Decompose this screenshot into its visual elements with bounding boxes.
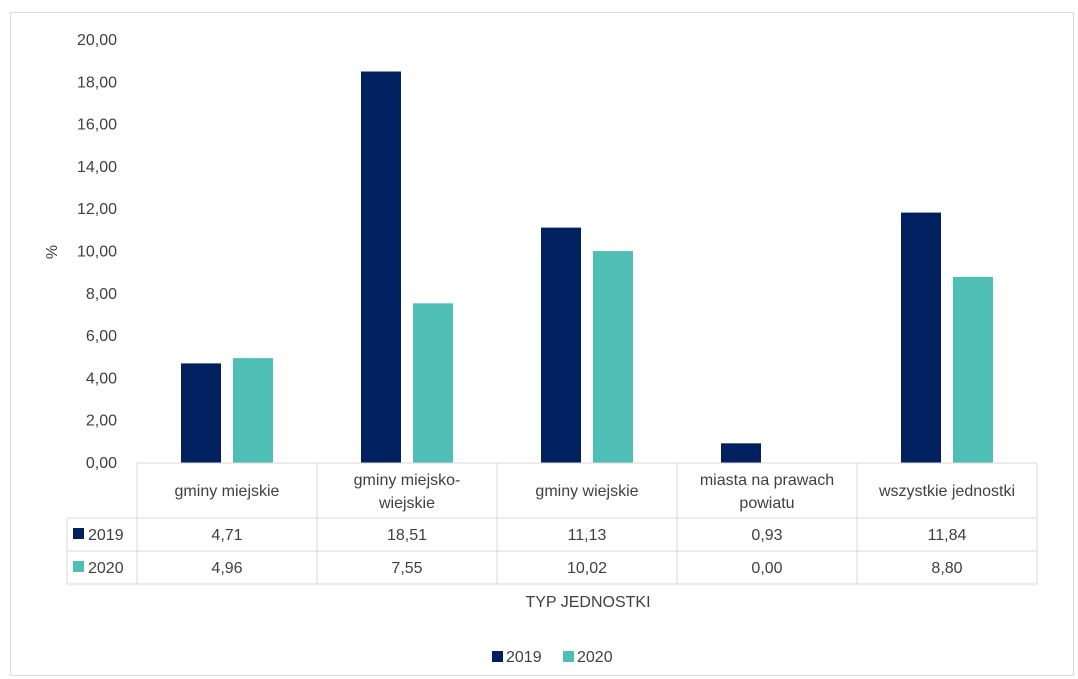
data-value-label: 4,71 bbox=[211, 527, 242, 544]
table-series-label: 2019 bbox=[88, 527, 124, 544]
y-tick-label: 12,00 bbox=[77, 201, 117, 218]
category-label: wszystkie jednostki bbox=[878, 483, 1015, 500]
data-value-label: 11,13 bbox=[568, 527, 607, 544]
data-value-label: 18,51 bbox=[387, 527, 427, 544]
y-tick-label: 4,00 bbox=[86, 370, 117, 387]
category-label: miasta na prawach bbox=[700, 472, 834, 489]
bar-2019 bbox=[721, 443, 761, 463]
y-tick-label: 8,00 bbox=[86, 286, 117, 303]
y-tick-label: 10,00 bbox=[77, 244, 117, 261]
bar-2020 bbox=[413, 303, 453, 463]
y-tick-label: 16,00 bbox=[77, 117, 117, 134]
category-label: gminy miejskie bbox=[175, 483, 280, 500]
data-value-label: 0,93 bbox=[751, 527, 782, 544]
y-tick-label: 14,00 bbox=[77, 159, 117, 176]
category-label: gminy miejsko- bbox=[354, 472, 461, 489]
y-tick-label: 2,00 bbox=[86, 413, 117, 430]
category-label: wiejskie bbox=[378, 495, 435, 512]
bar-2019 bbox=[901, 212, 941, 463]
legend-label: 2020 bbox=[577, 649, 613, 666]
bar-2019 bbox=[181, 363, 221, 463]
legend-swatch-2020 bbox=[563, 651, 574, 662]
category-label: powiatu bbox=[739, 495, 794, 512]
y-tick-label: 0,00 bbox=[86, 455, 117, 472]
data-value-label: 8,80 bbox=[931, 560, 962, 577]
bar-2019 bbox=[361, 71, 401, 464]
data-value-label: 4,96 bbox=[211, 560, 242, 577]
data-value-label: 10,02 bbox=[567, 560, 607, 577]
y-tick-label: 18,00 bbox=[77, 74, 117, 91]
y-tick-label: 6,00 bbox=[86, 328, 117, 345]
data-value-label: 7,55 bbox=[391, 560, 422, 577]
bar-2019 bbox=[541, 227, 581, 463]
data-value-label: 0,00 bbox=[751, 560, 782, 577]
y-axis-label: % bbox=[44, 245, 61, 259]
data-value-label: 11,84 bbox=[928, 527, 967, 544]
y-tick-label: 20,00 bbox=[77, 32, 117, 49]
table-series-label: 2020 bbox=[88, 560, 124, 577]
legend-swatch-2019 bbox=[492, 651, 503, 662]
category-label: gminy wiejskie bbox=[535, 483, 638, 500]
bar-2020 bbox=[593, 251, 633, 463]
x-axis-label: TYP JEDNOSTKI bbox=[525, 594, 650, 611]
table-legend-key-2020 bbox=[73, 561, 84, 572]
bar-2020 bbox=[953, 276, 993, 463]
legend-label: 2019 bbox=[506, 649, 542, 666]
bar-2020 bbox=[233, 358, 273, 463]
table-legend-key-2019 bbox=[73, 528, 84, 539]
